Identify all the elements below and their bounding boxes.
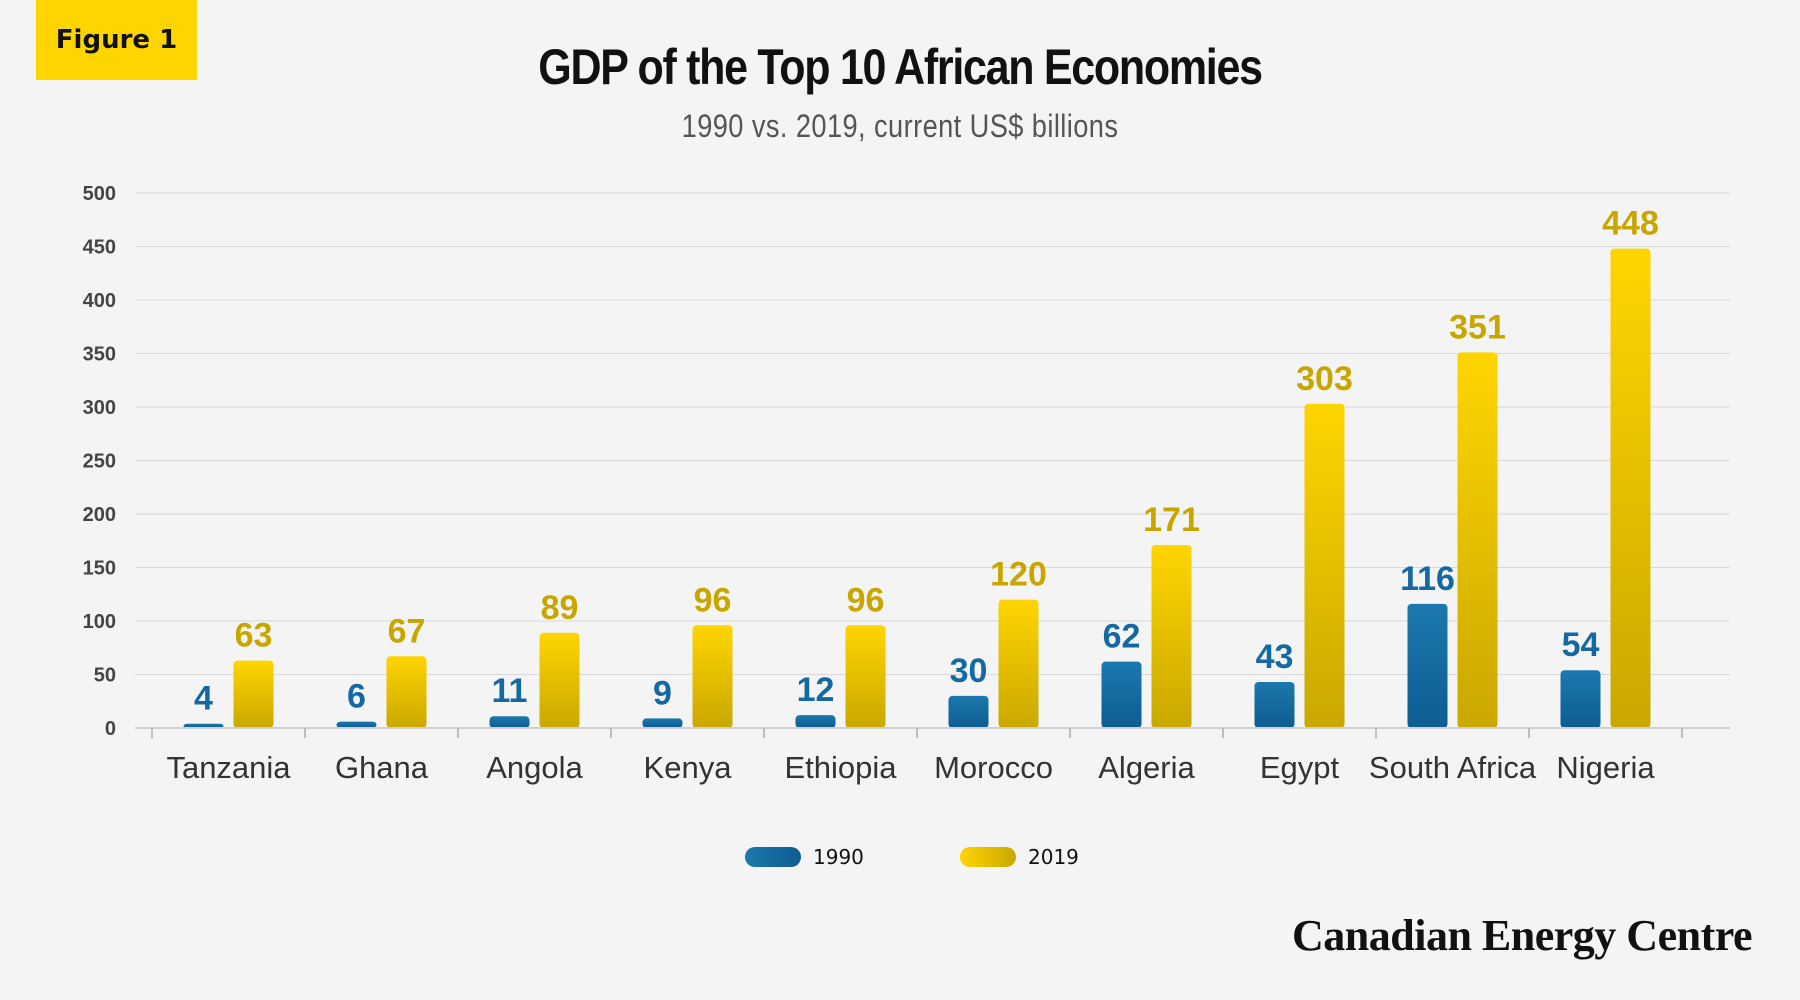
bar-1990-egypt (1254, 681, 1295, 728)
legend-item-2019: 2019 (960, 845, 1079, 869)
x-axis: Tanzania Ghana Angola Kenya Ethiopia Morocco A… (135, 727, 1730, 785)
value-label-2019: 96 (694, 581, 732, 619)
y-tick-label: 300 (83, 397, 116, 419)
bar-1990-morocco (948, 695, 989, 728)
bar-2019-egypt (1304, 403, 1345, 728)
figure-badge: Figure 1 (36, 0, 197, 80)
y-tick-label: 450 (83, 237, 116, 259)
legend-swatch-1990 (745, 847, 801, 867)
y-tick-label: 150 (83, 558, 116, 580)
category-label: Egypt (1260, 750, 1340, 785)
value-label-1990: 6 (347, 678, 366, 716)
bar-1990-ethiopia (795, 715, 836, 728)
value-label-1990: 116 (1400, 560, 1455, 598)
bar-2019-angola (539, 632, 580, 728)
value-label-1990: 11 (492, 672, 528, 710)
brand-logo: Canadian Energy Centre (1292, 911, 1752, 960)
bar-2019-ethiopia (845, 625, 886, 728)
y-tick-label: 250 (83, 451, 116, 473)
legend: 1990 2019 (0, 845, 1800, 875)
category-label: Kenya (644, 750, 733, 785)
value-label-1990: 9 (653, 674, 672, 712)
value-label-1990: 62 (1103, 618, 1141, 656)
bar-1990-tanzania (183, 723, 224, 728)
value-label-2019: 351 (1449, 308, 1506, 346)
bar-1990-kenya (642, 718, 683, 728)
legend-label-1990: 1990 (813, 845, 864, 869)
y-tick-label: 50 (94, 665, 116, 687)
bars (183, 248, 1651, 728)
chart-title: GDP of the Top 10 African Economies (538, 39, 1263, 95)
bar-1990-angola (489, 716, 530, 728)
value-label-1990: 30 (950, 652, 988, 690)
value-label-2019: 171 (1143, 501, 1200, 539)
bar-2019-algeria (1151, 545, 1192, 728)
y-tick-label: 400 (83, 290, 116, 312)
bar-2019-south-africa (1457, 352, 1498, 728)
value-label-2019: 448 (1602, 205, 1659, 243)
bar-1990-ghana (336, 721, 377, 728)
category-label: Ghana (335, 750, 429, 785)
bar-1990-south-africa (1407, 603, 1448, 728)
value-label-1990: 12 (797, 671, 835, 709)
value-labels: 4 63 6 67 11 89 9 96 12 96 30 120 62 171 43 303 116 351 54… (194, 205, 1659, 718)
category-label: South Africa (1369, 750, 1537, 785)
value-label-2019: 89 (541, 589, 579, 627)
bar-1990-algeria (1101, 661, 1142, 728)
value-label-1990: 43 (1256, 638, 1294, 676)
category-label: Algeria (1098, 750, 1195, 785)
value-label-2019: 120 (990, 556, 1047, 594)
bar-2019-nigeria (1610, 248, 1651, 728)
value-label-2019: 67 (388, 612, 426, 650)
bar-2019-kenya (692, 625, 733, 728)
legend-label-2019: 2019 (1028, 845, 1079, 869)
legend-swatch-2019 (960, 847, 1016, 867)
value-label-2019: 303 (1296, 360, 1353, 398)
y-tick-label: 500 (83, 183, 116, 205)
value-label-1990: 54 (1562, 626, 1600, 664)
bar-2019-morocco (998, 599, 1039, 728)
bar-2019-ghana (386, 656, 427, 728)
y-tick-label: 100 (83, 611, 116, 633)
y-tick-label: 0 (105, 718, 116, 740)
value-label-2019: 96 (847, 581, 885, 619)
y-tick-label: 350 (83, 344, 116, 366)
bar-2019-tanzania (233, 660, 274, 728)
category-label: Tanzania (166, 750, 291, 785)
y-axis: 0 50 100 150 200 250 300 350 400 450 500 (83, 183, 116, 740)
value-label-2019: 63 (235, 617, 273, 655)
legend-item-1990: 1990 (745, 845, 864, 869)
category-label: Morocco (934, 750, 1053, 785)
chart-subtitle: 1990 vs. 2019, current US$ billions (681, 108, 1119, 144)
category-label: Nigeria (1556, 750, 1655, 785)
category-label: Ethiopia (784, 750, 897, 785)
bar-1990-nigeria (1560, 670, 1601, 728)
value-label-1990: 4 (194, 680, 213, 718)
category-label: Angola (486, 750, 583, 785)
y-tick-label: 200 (83, 504, 116, 526)
